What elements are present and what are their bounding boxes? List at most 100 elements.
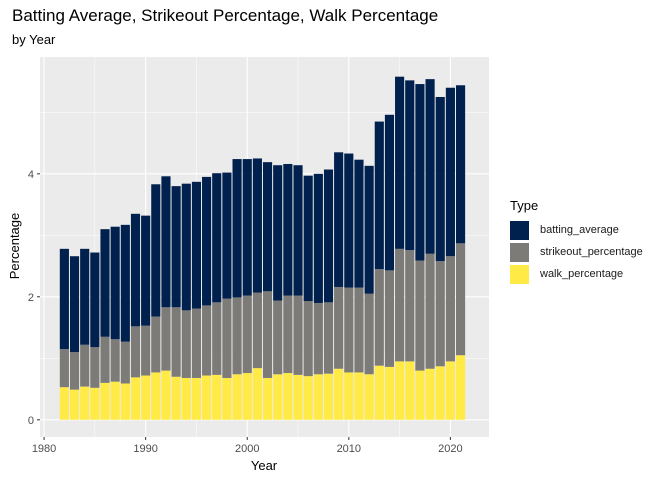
bar-strikeout-percentage-1986 <box>100 336 110 383</box>
bar-batting-average-1988 <box>120 224 130 342</box>
bar-strikeout-percentage-2008 <box>323 302 334 374</box>
bar-batting-average-2015 <box>395 76 405 249</box>
bar-strikeout-percentage-2016 <box>405 250 415 362</box>
bar-strikeout-percentage-2011 <box>354 287 364 373</box>
x-tick-label: 2020 <box>438 443 462 455</box>
bar-walk-percentage-1999 <box>232 374 242 420</box>
bar-batting-average-2002 <box>262 162 273 292</box>
bar-strikeout-percentage-1988 <box>120 341 130 384</box>
x-tick-label: 2010 <box>337 443 361 455</box>
bar-strikeout-percentage-2000 <box>242 295 252 374</box>
legend-item-batting-average: batting_average <box>510 219 643 241</box>
bar-batting-average-1984 <box>80 248 90 345</box>
bar-strikeout-percentage-1987 <box>110 339 120 382</box>
legend-label-strikeout-percentage: strikeout_percentage <box>540 246 643 258</box>
chart-title: Batting Average, Strikeout Percentage, W… <box>12 6 439 25</box>
bar-batting-average-2001 <box>252 158 262 293</box>
bar-batting-average-2017 <box>415 84 425 261</box>
chart-subtitle: by Year <box>12 32 56 47</box>
legend: Type batting_average strikeout_percentag… <box>510 198 643 285</box>
bar-strikeout-percentage-1985 <box>90 347 100 388</box>
bar-walk-percentage-1983 <box>69 389 80 420</box>
bar-strikeout-percentage-1995 <box>191 308 202 378</box>
bar-walk-percentage-2012 <box>364 374 374 420</box>
bar-walk-percentage-2001 <box>252 368 262 420</box>
bar-strikeout-percentage-2014 <box>384 270 395 367</box>
bar-strikeout-percentage-2003 <box>273 300 283 375</box>
bar-walk-percentage-2013 <box>374 365 384 420</box>
bar-strikeout-percentage-2007 <box>313 302 323 375</box>
bar-walk-percentage-1994 <box>181 377 191 420</box>
bar-walk-percentage-2010 <box>344 372 354 420</box>
bar-batting-average-2012 <box>364 165 374 294</box>
bar-walk-percentage-1991 <box>151 372 161 420</box>
bar-strikeout-percentage-1998 <box>222 298 232 378</box>
bar-batting-average-1987 <box>110 226 120 340</box>
bar-strikeout-percentage-2001 <box>252 292 262 369</box>
bar-strikeout-percentage-2004 <box>283 295 293 374</box>
legend-title: Type <box>510 198 539 213</box>
bar-walk-percentage-2005 <box>293 374 303 420</box>
y-tick-label: 4 <box>28 169 34 181</box>
bar-walk-percentage-1990 <box>141 375 151 420</box>
bar-batting-average-1997 <box>212 173 222 303</box>
x-tick-label: 1990 <box>133 443 157 455</box>
legend-swatch-walk-percentage <box>510 264 529 284</box>
bar-walk-percentage-1997 <box>212 374 222 420</box>
legend-swatch-strikeout-percentage <box>510 242 529 262</box>
bar-strikeout-percentage-1984 <box>80 344 90 387</box>
bar-strikeout-percentage-2002 <box>262 291 273 378</box>
bar-strikeout-percentage-2012 <box>364 293 374 375</box>
bar-batting-average-2018 <box>425 79 435 254</box>
bar-strikeout-percentage-1997 <box>212 302 222 375</box>
bar-batting-average-1989 <box>130 213 141 327</box>
bar-strikeout-percentage-2020 <box>445 256 455 362</box>
x-axis-title: Year <box>251 458 278 473</box>
bar-strikeout-percentage-2009 <box>334 286 344 369</box>
bar-batting-average-1999 <box>232 159 242 298</box>
bar-walk-percentage-1986 <box>100 382 110 420</box>
bar-batting-average-1985 <box>90 252 100 348</box>
bar-walk-percentage-2006 <box>303 376 313 420</box>
bar-walk-percentage-2016 <box>405 361 415 420</box>
bar-walk-percentage-2003 <box>273 374 283 420</box>
bar-batting-average-1983 <box>69 256 80 353</box>
legend-item-walk-percentage: walk_percentage <box>510 263 643 285</box>
bar-walk-percentage-2020 <box>445 361 455 420</box>
bar-strikeout-percentage-2013 <box>374 269 384 366</box>
bar-batting-average-2007 <box>313 173 323 303</box>
legend-item-strikeout-percentage: strikeout_percentage <box>510 241 643 263</box>
bar-walk-percentage-1995 <box>191 377 202 420</box>
bar-batting-average-1986 <box>100 229 110 337</box>
bar-walk-percentage-2004 <box>283 373 293 420</box>
bar-batting-average-2003 <box>273 165 283 301</box>
bar-walk-percentage-2021 <box>455 355 466 420</box>
bar-batting-average-1996 <box>202 176 212 306</box>
bar-walk-percentage-1998 <box>222 377 232 420</box>
bar-batting-average-1992 <box>161 176 171 308</box>
bar-walk-percentage-2008 <box>323 373 334 420</box>
bar-walk-percentage-2000 <box>242 373 252 420</box>
bar-batting-average-2004 <box>283 163 293 296</box>
bar-strikeout-percentage-2015 <box>395 248 405 362</box>
bar-walk-percentage-2011 <box>354 372 364 420</box>
bar-batting-average-2019 <box>435 96 445 262</box>
bar-batting-average-1994 <box>181 183 191 311</box>
x-tick-label: 1980 <box>32 443 56 455</box>
bar-walk-percentage-2019 <box>435 366 445 420</box>
bar-batting-average-2013 <box>374 121 384 270</box>
y-tick-label: 0 <box>28 415 34 427</box>
bar-walk-percentage-1987 <box>110 381 120 420</box>
bar-batting-average-2008 <box>323 169 334 303</box>
y-tick-label: 2 <box>28 292 34 304</box>
bar-walk-percentage-2017 <box>415 370 425 420</box>
bar-walk-percentage-1982 <box>59 387 69 420</box>
bar-batting-average-2016 <box>405 80 415 251</box>
bar-batting-average-2011 <box>354 159 364 288</box>
bar-strikeout-percentage-1992 <box>161 307 171 371</box>
bar-walk-percentage-1996 <box>202 375 212 420</box>
bar-strikeout-percentage-2021 <box>455 243 466 356</box>
legend-swatch-batting-average <box>510 220 529 240</box>
bar-walk-percentage-1993 <box>171 376 181 420</box>
